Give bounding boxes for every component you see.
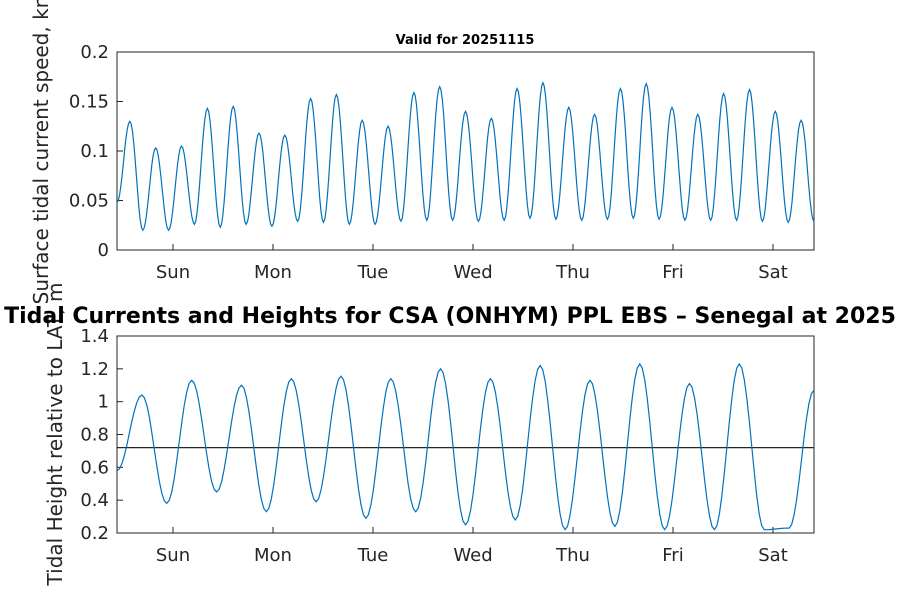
height-ytick-label: 1.2 (80, 359, 109, 380)
height-series-line (116, 362, 815, 531)
speed-ytick-label: 0.15 (69, 92, 109, 113)
speed-ytick-label: 0.2 (80, 42, 109, 63)
height-xtick-label: Thu (555, 545, 590, 566)
height-axes: 0.2 0.4 0.6 0.8 1 1.2 1.4 Sun Mon Tue Wed Thu Fri Sat (80, 326, 787, 566)
speed-ylabel: Surface tidal current speed, kn (29, 0, 53, 304)
speed-xtick-label: Sat (758, 262, 788, 283)
height-xtick-label: Mon (254, 545, 292, 566)
height-xtick-label: Sat (758, 545, 788, 566)
height-xtick-label: Sun (156, 545, 190, 566)
height-xtick-label: Fri (662, 545, 683, 566)
height-ytick-label: 0.4 (80, 490, 109, 511)
height-panel: 0.2 0.4 0.6 0.8 1 1.2 1.4 Sun Mon Tue Wed Thu Fri Sat… (43, 283, 815, 587)
height-ytick-label: 0.2 (80, 523, 109, 544)
speed-ytick-label: 0.1 (80, 141, 109, 162)
height-xtick-label: Wed (453, 545, 492, 566)
height-ytick-label: 0.8 (80, 425, 109, 446)
speed-ytick-label: 0.05 (69, 191, 109, 212)
speed-panel: 0 0.05 0.1 0.15 0.2 Sun Mon Tue Wed Thu Fri Sat Val… (29, 0, 815, 304)
main-title: Tidal Currents and Heights for CSA (ONHY… (4, 304, 896, 329)
speed-xtick-label: Mon (254, 262, 292, 283)
speed-plot-area (116, 51, 815, 251)
speed-ytick-label: 0 (98, 240, 109, 261)
speed-xtick-label: Wed (453, 262, 492, 283)
height-ytick-label: 1.4 (80, 326, 109, 347)
speed-axes: 0 0.05 0.1 0.15 0.2 Sun Mon Tue Wed Thu Fri Sat (69, 42, 788, 283)
speed-xtick-label: Fri (662, 262, 683, 283)
height-ylabel: Tidal Height relative to LAT, m (43, 283, 67, 587)
speed-series-line (116, 81, 815, 232)
height-plot-area (116, 335, 815, 534)
speed-xtick-label: Thu (555, 262, 590, 283)
height-ytick-label: 1 (98, 392, 109, 413)
speed-xtick-label: Sun (156, 262, 190, 283)
speed-title: Valid for 20251115 (396, 33, 535, 48)
height-xtick-label: Tue (357, 545, 389, 566)
height-ytick-label: 0.6 (80, 457, 109, 478)
speed-xtick-label: Tue (357, 262, 389, 283)
